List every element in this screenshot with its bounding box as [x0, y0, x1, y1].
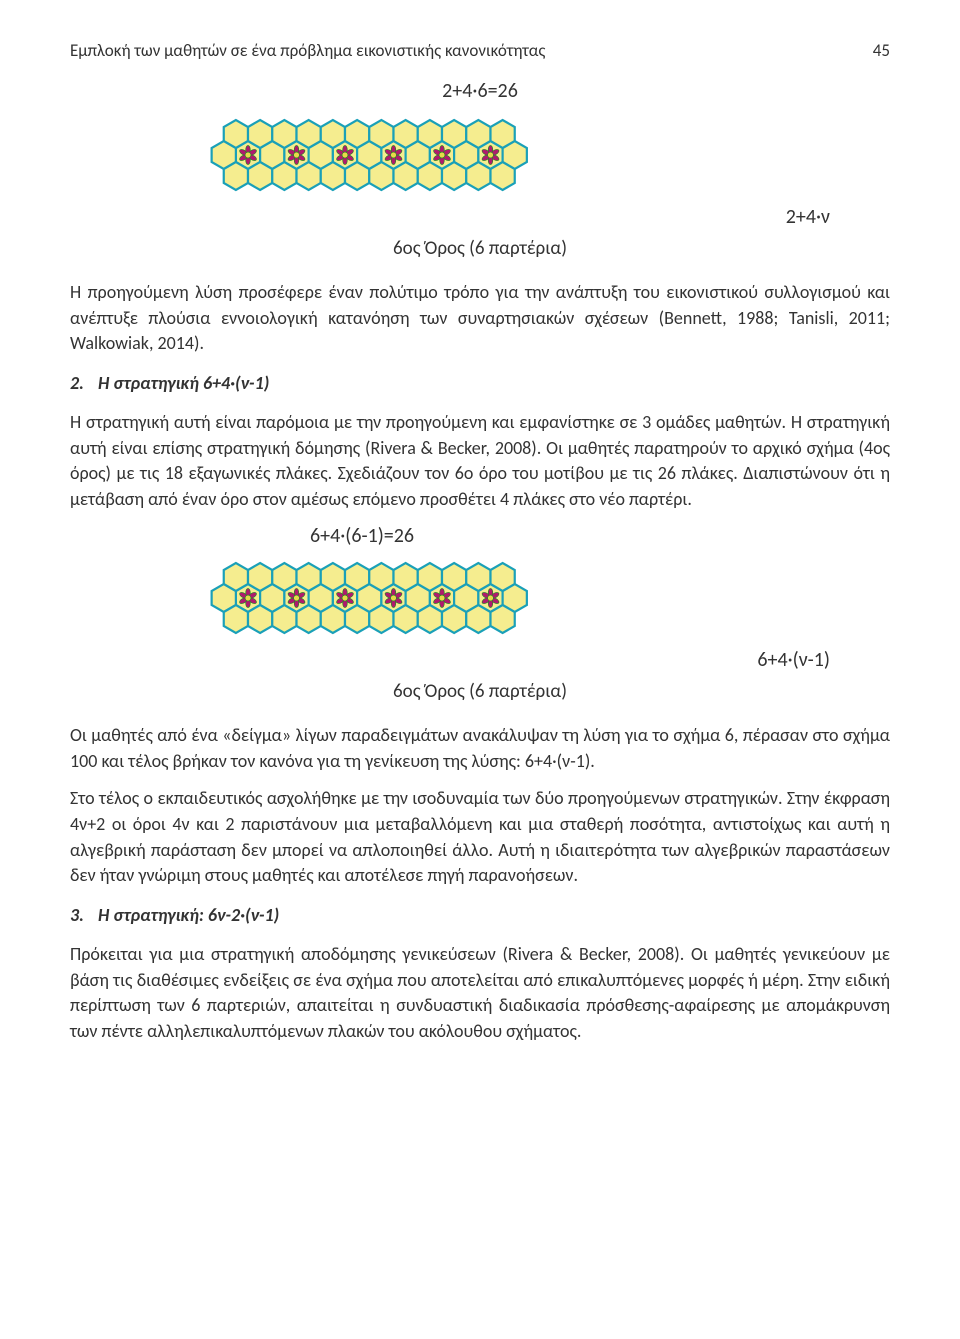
paragraph-4: Στο τέλος ο εκπαιδευτικός ασχολήθηκε με …	[70, 786, 890, 888]
paragraph-5: Πρόκειται για μια στρατηγική αποδόμησης …	[70, 942, 890, 1044]
figure2-caption: 6ος Όρος (6 παρτέρια)	[70, 680, 890, 703]
running-title: Εμπλοκή των μαθητών σε ένα πρόβλημα εικο…	[70, 40, 545, 61]
page-number: 45	[873, 40, 890, 61]
figure1-formula-top: 2+4·6=26	[70, 79, 890, 103]
figure1-caption: 6ος Όρος (6 παρτέρια)	[70, 237, 890, 260]
section2-number: 2.	[70, 372, 84, 394]
paragraph-2: Η στρατηγική αυτή είναι παρόμοια με την …	[70, 410, 890, 512]
figure2-formula-right: 6+4·(ν-1)	[70, 648, 890, 672]
figure2-hex-pattern	[70, 554, 890, 642]
figure1-formula-right: 2+4·ν	[70, 205, 890, 229]
section3-title: Η στρατηγική: 6ν-2·(ν-1)	[98, 904, 279, 926]
figure2-formula-top: 6+4·(6-1)=26	[70, 524, 890, 548]
paragraph-1: Η προηγούμενη λύση προσέφερε έναν πολύτι…	[70, 280, 890, 357]
section3-number: 3.	[70, 904, 84, 926]
section2-title: Η στρατηγική 6+4·(ν-1)	[98, 372, 269, 394]
paragraph-3: Οι μαθητές από ένα «δείγμα» λίγων παραδε…	[70, 723, 890, 774]
figure1-hex-pattern	[70, 111, 890, 199]
